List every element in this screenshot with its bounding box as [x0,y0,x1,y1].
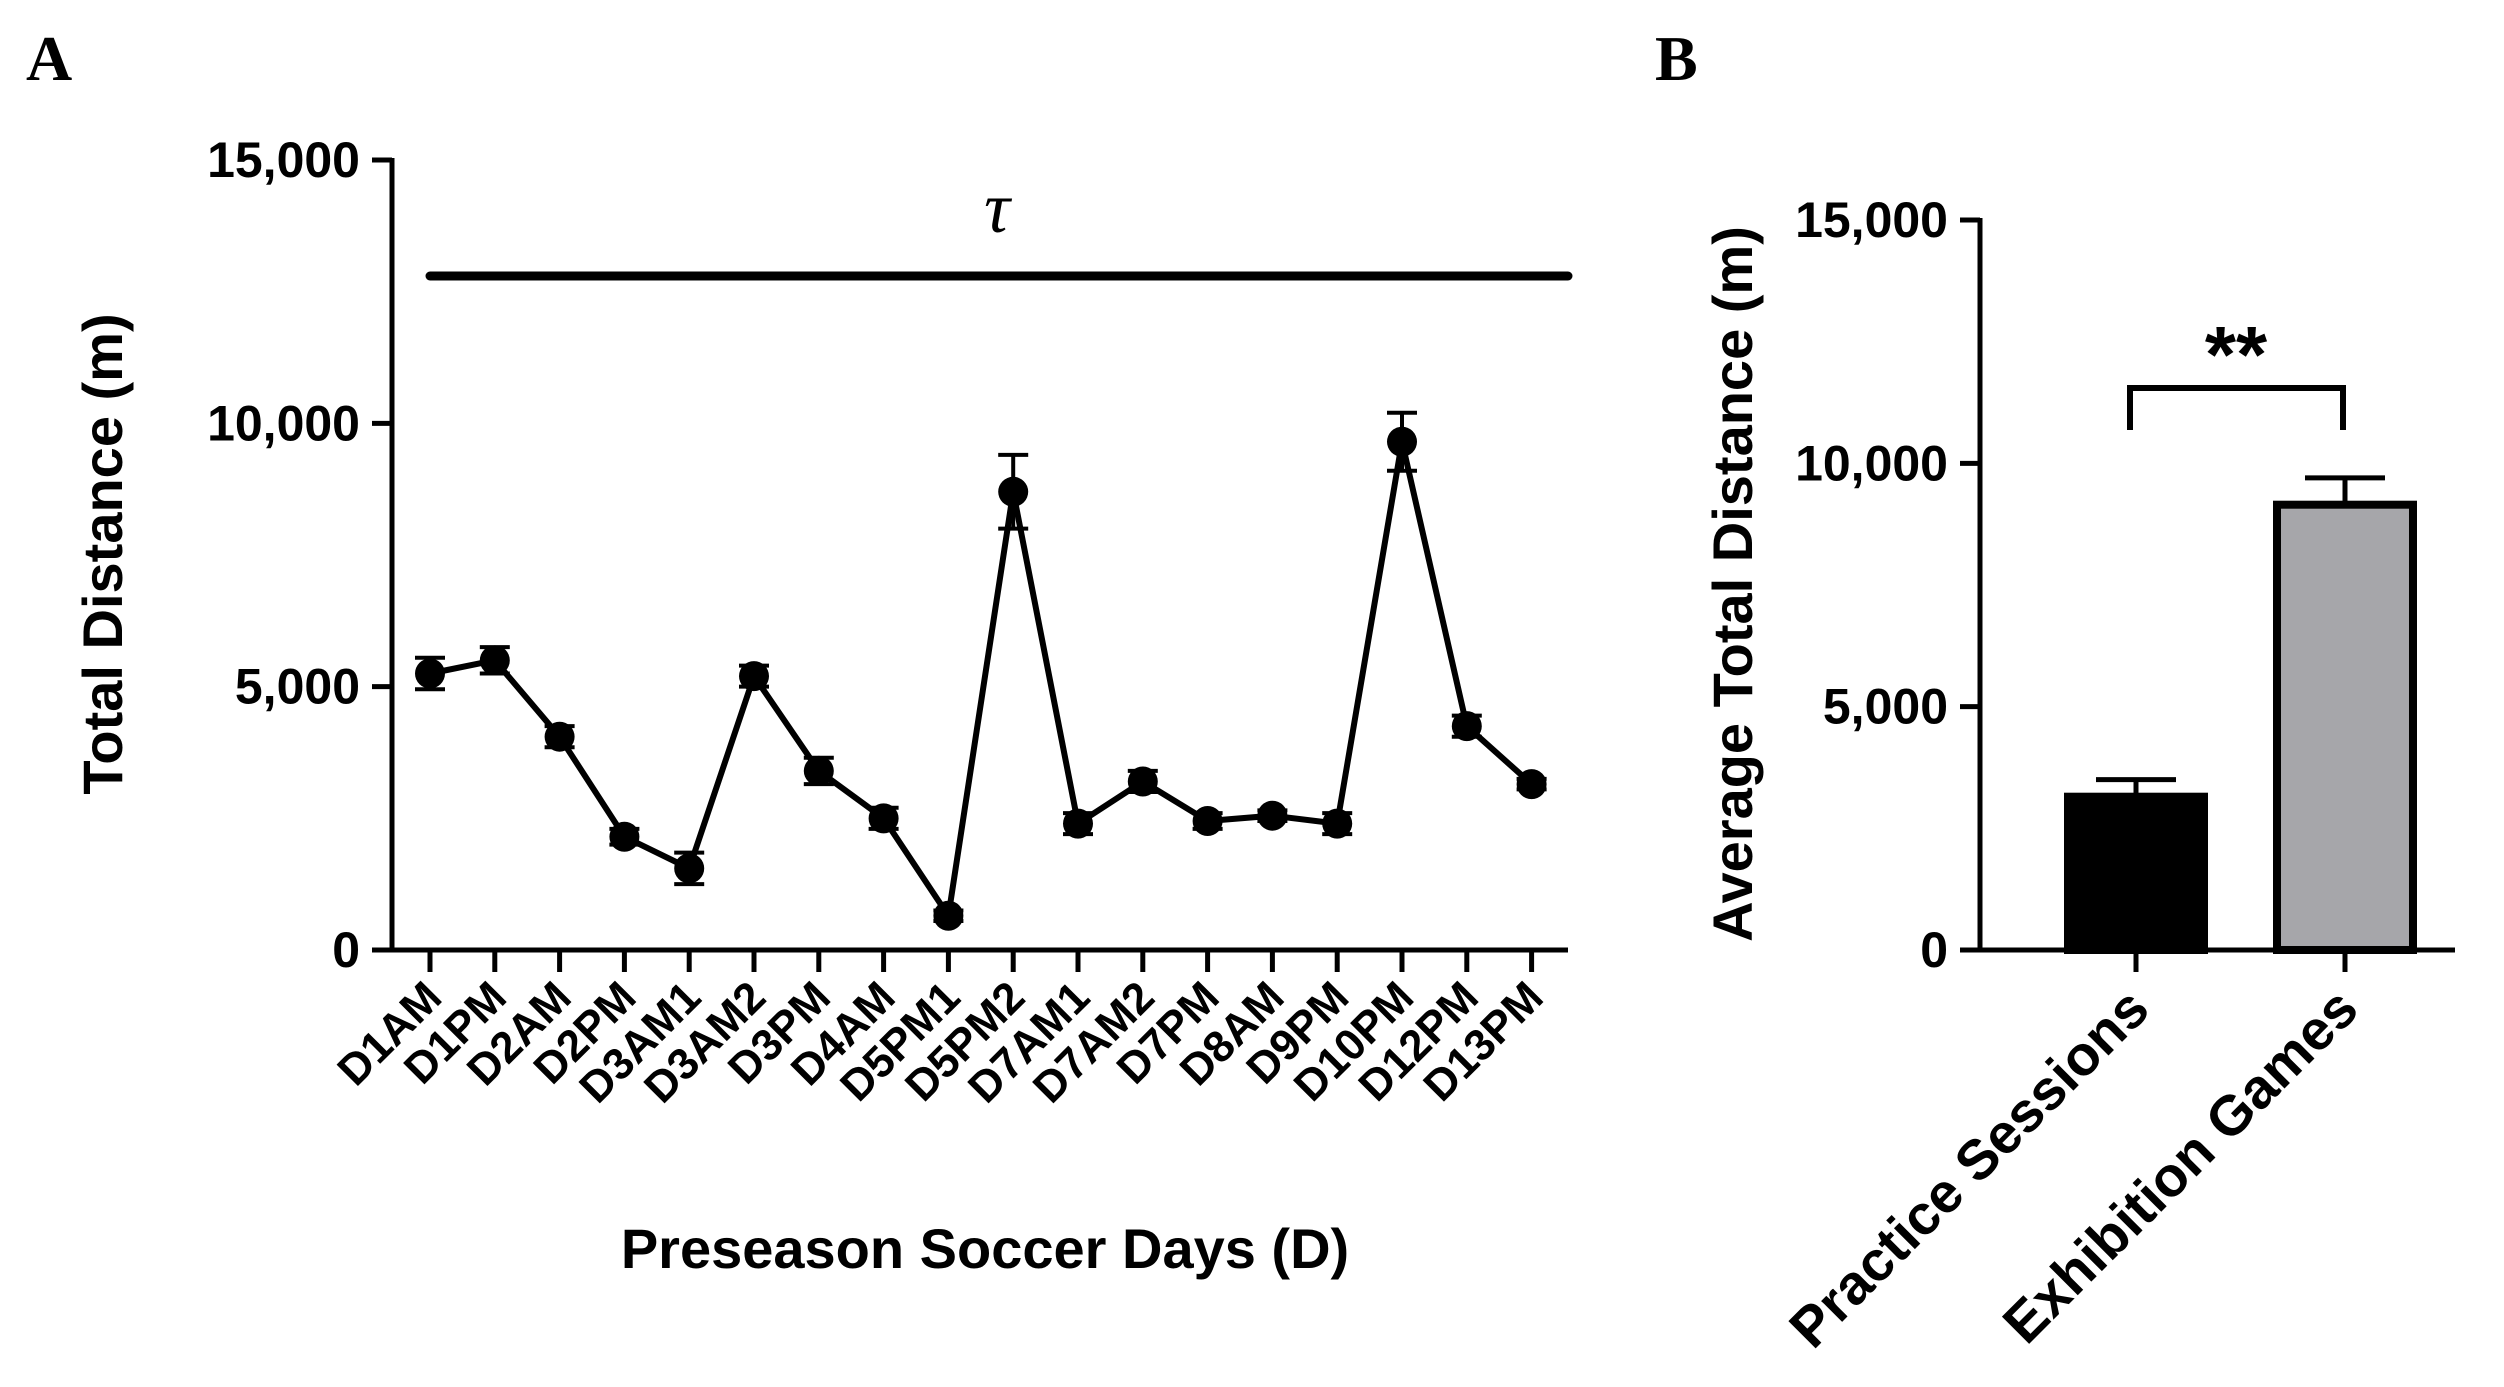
panel-a-x-axis-label: Preseason Soccer Days (D) [621,1217,1349,1280]
panel-b-y-ticks: 0 5,000 10,000 15,000 [1795,192,1980,978]
panel-b-significance-bracket [2127,385,2346,430]
panel-a-x-ticks: D1AMD1PMD2AMD2PMD3AM1D3AM2D3PMD4AMD5PM1D… [328,950,1553,1113]
panel-b-x-tick-label: Practice Sessions [1777,976,2161,1360]
panel-a-point [1516,769,1547,800]
panel-a-point [1322,808,1353,839]
panel-b-letter: B [1655,23,1698,94]
panel-a-points [415,426,1547,931]
panel-a-y-tick-label: 0 [332,922,360,978]
panel-a-point [1192,805,1223,836]
panel-a-point [1063,808,1093,839]
panel-a-y-axis-label: Total Distance (m) [71,313,134,794]
panel-a-point [609,821,640,852]
panel-a-point [868,803,899,834]
panel-a-error-bars [415,410,1547,924]
panel-b-y-tick-label: 10,000 [1795,435,1948,491]
panel-a-point [933,900,964,931]
panel-b-x-tick-label: Exhibition Games [1990,976,2369,1355]
panel-a-point [544,721,575,752]
panel-a-letter: A [26,23,72,94]
panel-a-point [1451,711,1482,742]
panel-a-point [1127,766,1158,797]
panel-a-y-ticks: 0 5,000 10,000 15,000 [207,132,392,978]
panel-a-point [479,645,510,676]
panel-a-point [739,661,769,692]
panel-b-bar [2273,500,2417,954]
panel-a-point [674,853,705,884]
panel-a-series-line [429,438,1534,919]
panel-b-bars [2064,475,2417,955]
panel-a-line-chart: 0 5,000 10,000 15,000 D1AMD1PMD2AMD2PMD3AM1… [71,132,1573,1280]
panel-a-point [998,476,1029,507]
panel-b-y-tick-label: 5,000 [1823,679,1948,735]
panel-b-y-axis-label: Average Total Distance (m) [1701,226,1764,942]
panel-a-y-tick-label: 5,000 [235,659,360,715]
panel-b-y-tick-label: 0 [1920,922,1948,978]
panel-a-y-tick-label: 10,000 [207,395,360,451]
panel-b-bar [2064,792,2208,955]
panel-a-point [803,755,834,786]
panel-b-bar-chart: 0 5,000 10,000 15,000 Practice SessionsExhi… [1701,192,2455,1359]
panel-a-point [1257,800,1288,831]
panel-a-significance-symbol: τ [984,168,1012,248]
panel-a-y-tick-label: 15,000 [207,132,360,188]
panel-a-point [1387,426,1417,457]
panel-a-point [415,658,445,689]
panel-b-y-tick-label: 15,000 [1795,192,1948,248]
panel-b-significance-stars: ** [2205,310,2268,399]
